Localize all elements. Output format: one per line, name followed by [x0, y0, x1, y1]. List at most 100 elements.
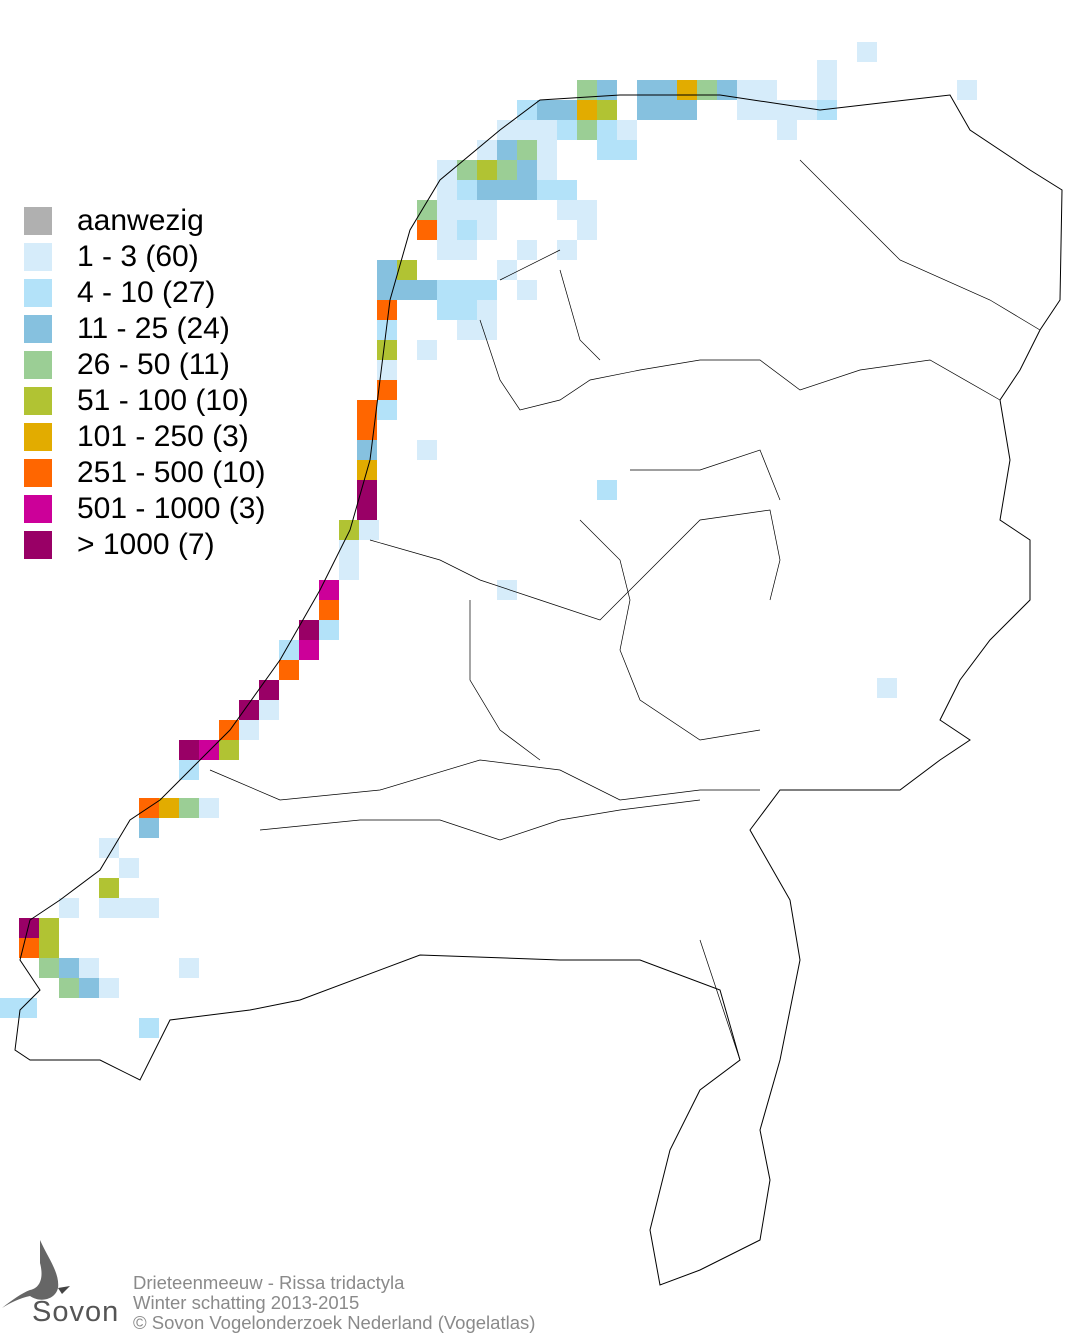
grid-cell: [597, 140, 617, 160]
grid-cell: [577, 120, 597, 140]
grid-cell: [657, 100, 677, 120]
grid-cell: [79, 958, 99, 978]
grid-cell: [279, 640, 299, 660]
legend-item: 4 - 10 (27): [24, 275, 265, 311]
grid-cell: [417, 220, 437, 240]
grid-cell: [777, 120, 797, 140]
grid-cell: [457, 220, 477, 240]
grid-cell: [457, 280, 477, 300]
grid-cell: [677, 80, 697, 100]
grid-cell: [377, 280, 397, 300]
grid-cell: [637, 100, 657, 120]
legend: aanwezig 1 - 3 (60) 4 - 10 (27) 11 - 25 …: [24, 203, 265, 563]
grid-cell: [497, 140, 517, 160]
grid-cell: [239, 720, 259, 740]
grid-cell: [577, 220, 597, 240]
legend-swatch: [24, 495, 52, 523]
grid-cell: [339, 540, 359, 560]
grid-cell: [637, 80, 657, 100]
grid-cell: [139, 818, 159, 838]
grid-cell: [577, 100, 597, 120]
grid-cell: [397, 260, 417, 280]
legend-label: 11 - 25 (24): [77, 312, 230, 345]
grid-cell: [557, 120, 577, 140]
grid-cell: [357, 420, 377, 440]
grid-cell: [597, 480, 617, 500]
grid-cell: [797, 100, 817, 120]
grid-cell: [477, 180, 497, 200]
grid-cell: [319, 620, 339, 640]
grid-cell: [557, 100, 577, 120]
grid-cell: [457, 160, 477, 180]
grid-cell: [339, 520, 359, 540]
grid-cell: [179, 798, 199, 818]
grid-cell: [457, 240, 477, 260]
grid-cell: [377, 260, 397, 280]
grid-cell: [19, 938, 39, 958]
grid-cell: [417, 340, 437, 360]
grid-cell: [437, 180, 457, 200]
grid-cell: [417, 280, 437, 300]
grid-cell: [139, 798, 159, 818]
grid-cell: [477, 140, 497, 160]
grid-cell: [457, 180, 477, 200]
grid-cell: [497, 260, 517, 280]
legend-swatch: [24, 279, 52, 307]
grid-cell: [39, 958, 59, 978]
grid-cell: [877, 678, 897, 698]
internal-borders: [209, 159, 1041, 1061]
grid-cell: [497, 180, 517, 200]
grid-cell: [437, 200, 457, 220]
grid-cell: [597, 80, 617, 100]
grid-cell: [39, 918, 59, 938]
grid-cell: [477, 200, 497, 220]
grid-cell: [657, 80, 677, 100]
grid-cell: [557, 240, 577, 260]
legend-swatch: [24, 387, 52, 415]
grid-cell: [517, 240, 537, 260]
grid-cell: [477, 280, 497, 300]
legend-swatch: [24, 243, 52, 271]
grid-cell: [377, 300, 397, 320]
grid-cell: [139, 1018, 159, 1038]
map-caption: Drieteenmeeuw - Rissa tridactyla Winter …: [133, 1273, 535, 1333]
legend-label: aanwezig: [77, 204, 204, 237]
grid-cell: [299, 620, 319, 640]
grid-cell: [179, 958, 199, 978]
grid-cell: [737, 80, 757, 100]
grid-cell: [857, 42, 877, 62]
grid-cell: [0, 998, 17, 1018]
grid-cell: [99, 978, 119, 998]
grid-cell: [259, 680, 279, 700]
grid-cell: [477, 320, 497, 340]
grid-cell: [417, 440, 437, 460]
grid-cell: [537, 120, 557, 140]
grid-cell: [377, 320, 397, 340]
grid-cell: [159, 798, 179, 818]
species-name: Drieteenmeeuw - Rissa tridactyla: [133, 1272, 405, 1293]
legend-item: 51 - 100 (10): [24, 383, 265, 419]
grid-cell: [537, 180, 557, 200]
grid-cell: [397, 280, 417, 300]
grid-cell: [597, 120, 617, 140]
legend-label: 501 - 1000 (3): [77, 492, 266, 525]
grid-cell: [757, 80, 777, 100]
grid-cell: [557, 200, 577, 220]
legend-label: 4 - 10 (27): [77, 276, 216, 309]
grid-cell: [617, 120, 637, 140]
grid-cell: [477, 300, 497, 320]
legend-swatch: [24, 207, 52, 235]
grid-cell: [597, 100, 617, 120]
grid-cells: [0, 42, 977, 1038]
legend-swatch: [24, 531, 52, 559]
grid-cell: [817, 80, 837, 100]
grid-cell: [617, 140, 637, 160]
grid-cell: [477, 220, 497, 240]
legend-label: 1 - 3 (60): [77, 240, 199, 273]
grid-cell: [19, 918, 39, 938]
grid-cell: [99, 898, 119, 918]
grid-cell: [377, 400, 397, 420]
grid-cell: [697, 80, 717, 100]
legend-item: 501 - 1000 (3): [24, 491, 265, 527]
